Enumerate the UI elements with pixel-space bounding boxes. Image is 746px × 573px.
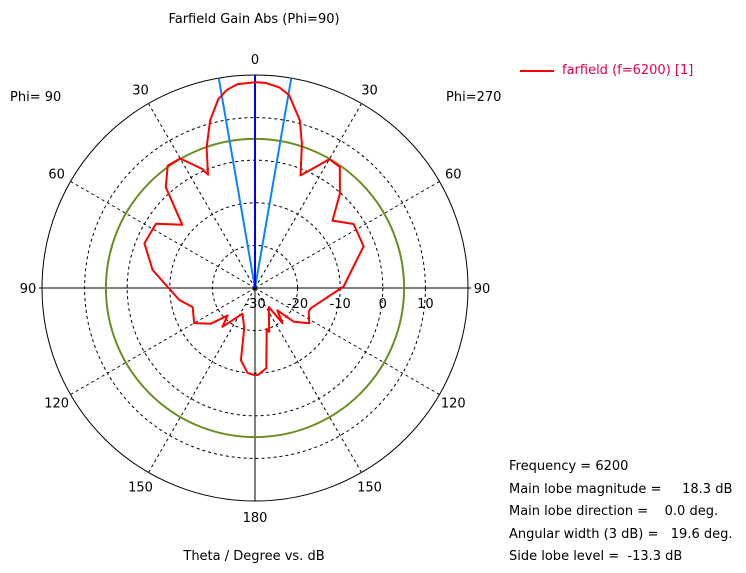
angle-tick-label: 60 bbox=[48, 168, 65, 183]
radial-tick-label: -20 bbox=[287, 297, 308, 312]
angle-tick-label: 120 bbox=[441, 397, 466, 412]
radial-tick-label: 0 bbox=[379, 297, 387, 312]
angle-tick-label: 150 bbox=[128, 480, 153, 495]
info-magnitude: Main lobe magnitude = 18.3 dB bbox=[509, 481, 733, 497]
phi-270-label: Phi=270 bbox=[446, 90, 501, 105]
angle-tick-label: 60 bbox=[445, 168, 462, 183]
chart-title: Farfield Gain Abs (Phi=90) bbox=[168, 12, 339, 27]
angle-tick-label: 0 bbox=[251, 53, 259, 68]
radial-tick-label: 10 bbox=[417, 297, 434, 312]
info-frequency: Frequency = 6200 bbox=[509, 459, 629, 474]
beamwidth-line bbox=[217, 77, 256, 289]
angle-tick-label: 90 bbox=[20, 282, 37, 297]
x-axis-label: Theta / Degree vs. dB bbox=[182, 549, 324, 564]
angle-tick-label: 120 bbox=[44, 397, 69, 412]
legend: farfield (f=6200) [1] bbox=[520, 63, 693, 78]
angle-tick-label: 30 bbox=[132, 84, 149, 99]
info-panel: Frequency = 6200 Main lobe magnitude = 18… bbox=[509, 456, 733, 569]
radial-tick-label: -10 bbox=[330, 297, 351, 312]
radial-grid-line bbox=[254, 181, 440, 289]
angle-tick-label: 30 bbox=[361, 84, 378, 99]
info-width: Angular width (3 dB) = 19.6 deg. bbox=[509, 526, 733, 542]
radial-grid-line bbox=[70, 181, 256, 289]
info-side-lobe: Side lobe level = -13.3 dB bbox=[509, 549, 683, 564]
info-direction: Main lobe direction = 0.0 deg. bbox=[509, 504, 719, 519]
legend-swatch bbox=[520, 69, 554, 72]
phi-90-label: Phi= 90 bbox=[10, 90, 61, 105]
beamwidth-line bbox=[254, 77, 293, 289]
legend-entry: farfield (f=6200) [1] bbox=[562, 63, 694, 78]
radial-tick-label: -30 bbox=[244, 297, 265, 312]
angle-tick-label: 90 bbox=[474, 282, 491, 297]
angle-tick-label: 150 bbox=[357, 480, 382, 495]
farfield-curve bbox=[143, 81, 365, 377]
radial-grid-line bbox=[70, 287, 256, 395]
angle-tick-label: 180 bbox=[243, 511, 268, 526]
